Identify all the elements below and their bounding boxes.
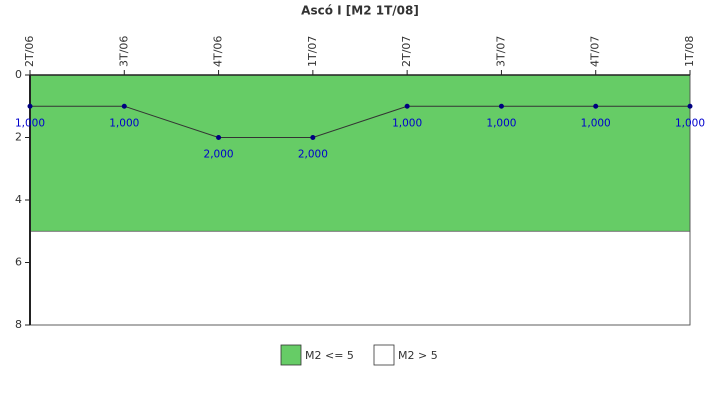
chart-title: Ascó I [M2 1T/08] xyxy=(301,4,419,18)
point xyxy=(121,103,127,109)
x-tick-label: 4T/06 xyxy=(212,36,225,67)
value-label: 2,000 xyxy=(298,149,328,161)
y-tick-label: 0 xyxy=(15,68,22,81)
line xyxy=(30,105,690,138)
x-tick-label: 1T/07 xyxy=(306,36,319,67)
point xyxy=(498,103,504,109)
value-label: 2,000 xyxy=(204,149,234,161)
point xyxy=(27,103,33,109)
point xyxy=(593,103,599,109)
value-label: 1,000 xyxy=(15,117,45,129)
legend-label: M2 > 5 xyxy=(398,349,438,362)
x-tick-label: 2T/07 xyxy=(400,36,413,67)
legend-swatch xyxy=(280,344,302,366)
x-tick-label: 1T/08 xyxy=(683,36,696,67)
value-label: 1,000 xyxy=(675,117,705,129)
point xyxy=(310,135,316,140)
x-tick-label: 2T/06 xyxy=(23,36,36,67)
point xyxy=(404,103,410,109)
point xyxy=(216,135,222,140)
y-tick-label: 6 xyxy=(15,256,22,269)
x-tick-label: 4T/07 xyxy=(589,36,602,67)
legend-label: M2 <= 5 xyxy=(305,349,354,362)
value-label: 1,000 xyxy=(581,117,611,129)
y-tick-label: 2 xyxy=(15,131,22,144)
y-tick-label: 4 xyxy=(15,193,22,206)
band xyxy=(29,74,691,232)
x-tick-label: 3T/06 xyxy=(117,36,130,67)
value-label: 1,000 xyxy=(486,117,516,129)
point xyxy=(687,103,693,109)
x-tick-label: 3T/07 xyxy=(494,36,507,67)
value-label: 1,000 xyxy=(109,117,139,129)
y-tick-label: 8 xyxy=(15,318,22,331)
value-label: 1,000 xyxy=(392,117,422,129)
legend-swatch xyxy=(373,344,395,366)
band xyxy=(29,230,691,326)
